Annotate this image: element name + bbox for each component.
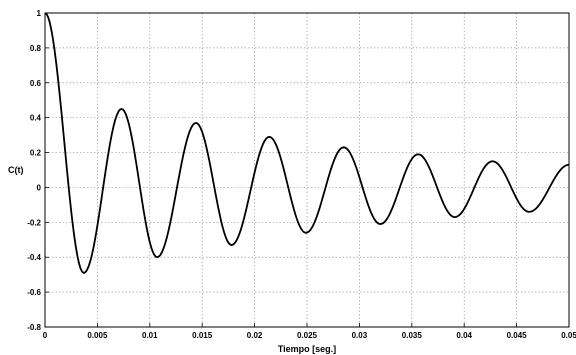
- y-tick-label: 0.4: [30, 114, 42, 123]
- y-tick-label: -0.8: [27, 323, 41, 332]
- x-tick-label: 0.045: [507, 331, 528, 340]
- y-tick-label: 1: [37, 9, 42, 18]
- x-tick-label: 0.03: [352, 331, 368, 340]
- y-tick-label: -0.4: [27, 253, 41, 262]
- x-axis-label: Tiempo [seg.]: [278, 344, 336, 354]
- y-tick-label: -0.2: [27, 218, 41, 227]
- x-tick-label: 0.02: [247, 331, 263, 340]
- y-tick-label: 0: [37, 183, 42, 192]
- y-tick-label: 0.8: [30, 44, 42, 53]
- y-tick-label: 0.6: [30, 79, 42, 88]
- x-tick-label: 0.04: [456, 331, 472, 340]
- x-tick-label: 0.015: [192, 331, 213, 340]
- x-tick-label: 0: [43, 331, 48, 340]
- x-tick-label: 0.01: [142, 331, 158, 340]
- y-tick-label: 0.2: [30, 149, 42, 158]
- point-layer: [44, 12, 570, 273]
- y-tick-label: -0.6: [27, 288, 41, 297]
- y-axis-label: C(t): [8, 165, 24, 175]
- x-tick-label: 0.05: [561, 331, 576, 340]
- x-tick-label: 0.035: [402, 331, 423, 340]
- tick-layer: 0 0.005 0.01 0.015 0.02 0.025 0.03 0.035 0.04 0.0…: [27, 9, 576, 340]
- x-tick-label: 0.025: [297, 331, 318, 340]
- x-tick-label: 0.005: [87, 331, 108, 340]
- grid-layer: [45, 13, 569, 327]
